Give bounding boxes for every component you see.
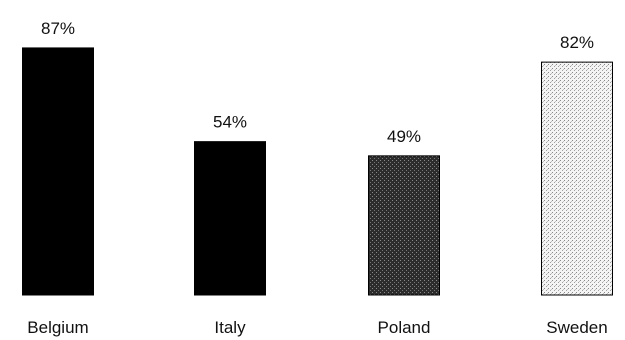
- category-label-sweden: Sweden: [546, 318, 607, 337]
- category-label-poland: Poland: [378, 318, 431, 337]
- category-label-belgium: Belgium: [27, 318, 88, 337]
- bar-belgium: [22, 47, 94, 296]
- value-label-belgium: 87%: [41, 19, 75, 38]
- bars-group: [22, 47, 613, 296]
- bar-italy: [194, 141, 266, 296]
- bar-poland: [368, 155, 440, 296]
- value-label-poland: 49%: [387, 127, 421, 146]
- value-label-sweden: 82%: [560, 33, 594, 52]
- bar-sweden: [541, 61, 613, 296]
- value-labels-group: 87% 54% 49% 82%: [41, 19, 594, 146]
- value-label-italy: 54%: [213, 113, 247, 132]
- category-label-italy: Italy: [214, 318, 246, 337]
- category-labels-group: Belgium Italy Poland Sweden: [27, 318, 607, 337]
